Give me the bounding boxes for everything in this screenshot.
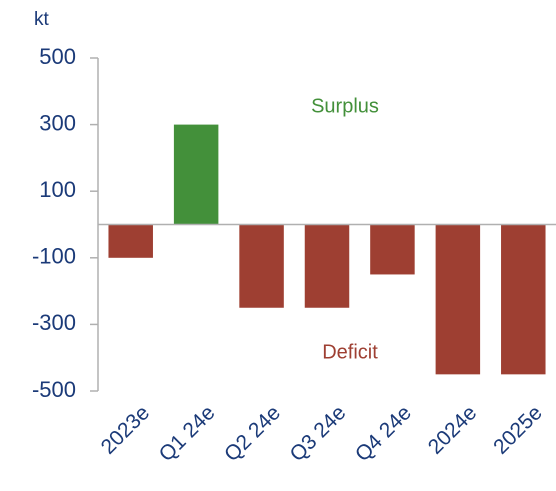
bar	[173, 124, 219, 225]
y-tick-label: 300	[39, 110, 76, 135]
bar	[304, 224, 350, 308]
x-tick-label: Q1 24e	[155, 401, 220, 466]
annotation: Deficit	[322, 341, 378, 363]
x-tick-label: Q2 24e	[220, 401, 285, 466]
x-tick-label: 2023e	[97, 401, 155, 459]
y-tick-label: 500	[39, 44, 76, 69]
bar	[239, 224, 284, 308]
x-tick-label: Q3 24e	[285, 401, 350, 466]
y-tick-label: 100	[39, 177, 76, 202]
x-tick-label: 2025e	[489, 401, 547, 459]
bar	[435, 224, 481, 375]
y-tick-label: -500	[32, 377, 76, 402]
bar	[108, 224, 153, 258]
x-tick-label: 2024e	[424, 401, 482, 459]
x-tick-label: Q4 24e	[351, 401, 416, 466]
bar	[370, 224, 415, 275]
unit-label: kt	[34, 9, 50, 30]
annotation: Surplus	[311, 95, 379, 117]
y-tick-label: -100	[32, 244, 76, 269]
bar	[501, 224, 546, 375]
y-tick-label: -300	[32, 310, 76, 335]
